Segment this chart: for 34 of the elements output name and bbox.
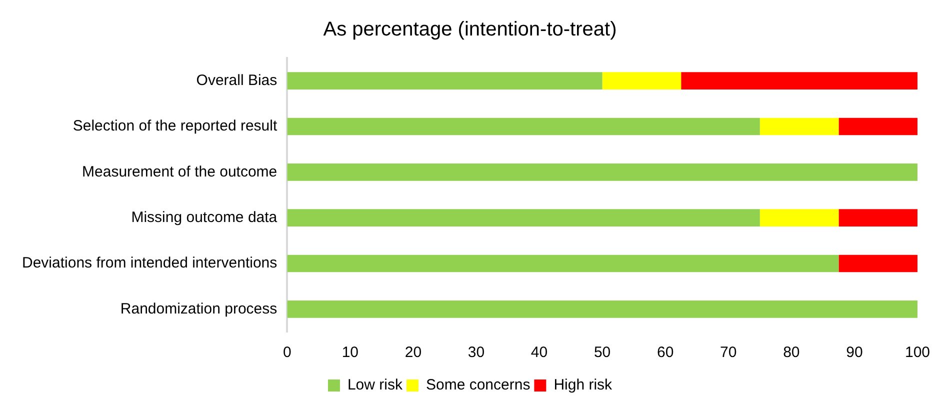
x-tick-label: 0 xyxy=(282,344,292,362)
x-tick-label: 100 xyxy=(904,344,930,362)
x-tick-label: 30 xyxy=(468,344,485,362)
x-tick-label: 70 xyxy=(720,344,737,362)
y-tick-label: Randomization process xyxy=(120,300,278,318)
x-tick-label: 50 xyxy=(594,344,611,362)
bar xyxy=(287,163,918,181)
x-tick-label: 90 xyxy=(846,344,863,362)
bar xyxy=(287,254,839,272)
y-tick-label: Selection of the reported result xyxy=(72,118,278,135)
legend-label: Some concerns xyxy=(426,376,530,394)
bar xyxy=(838,118,918,136)
bar xyxy=(602,72,682,90)
chart-title: As percentage (intention-to-treat) xyxy=(323,18,617,41)
y-tick-label: Deviations from intended interventions xyxy=(22,254,278,272)
bar xyxy=(287,209,760,227)
bar xyxy=(838,254,918,272)
x-tick-label: 60 xyxy=(657,344,674,362)
bar xyxy=(760,209,839,227)
y-tick-label: Measurement of the outcome xyxy=(82,163,278,180)
bar xyxy=(287,72,602,90)
bar xyxy=(838,209,918,227)
x-tick-label: 20 xyxy=(404,344,422,362)
bar xyxy=(287,118,760,136)
x-tick-label: 10 xyxy=(342,344,359,362)
bar xyxy=(287,300,918,318)
x-tick-label: 40 xyxy=(530,344,548,362)
bar xyxy=(681,72,918,90)
legend-label: Low risk xyxy=(347,376,403,394)
legend-label: High risk xyxy=(554,376,613,394)
y-tick-label: Overall Bias xyxy=(196,72,278,89)
bar xyxy=(760,118,839,136)
y-tick-label: Missing outcome data xyxy=(131,208,278,226)
x-tick-label: 80 xyxy=(783,344,800,362)
